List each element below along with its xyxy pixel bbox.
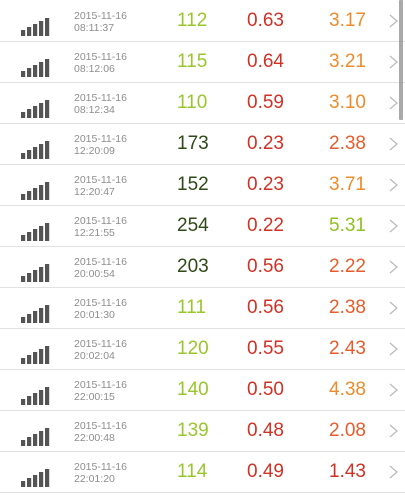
reading-time: 20:00:54 — [74, 268, 115, 280]
chevron-right-icon[interactable] — [389, 55, 398, 69]
value-primary: 254 — [177, 215, 209, 236]
value-secondary: 0.48 — [247, 420, 284, 441]
scrollbar[interactable] — [399, 0, 403, 120]
value-tertiary: 4.38 — [329, 379, 366, 400]
value-primary: 110 — [177, 92, 208, 113]
reading-time: 08:11:37 — [74, 22, 115, 34]
reading-time: 20:02:04 — [74, 350, 115, 362]
reading-date: 2015-11-16 — [74, 133, 127, 145]
value-tertiary: 3.71 — [329, 174, 366, 195]
value-secondary: 0.59 — [247, 92, 284, 113]
reading-time: 08:12:06 — [74, 63, 115, 75]
signal-strength-icon — [21, 428, 50, 446]
reading-date: 2015-11-16 — [74, 461, 127, 473]
reading-date: 2015-11-16 — [74, 174, 127, 186]
signal-strength-icon — [21, 100, 50, 118]
value-secondary: 0.64 — [247, 51, 284, 72]
value-tertiary: 2.08 — [329, 420, 366, 441]
value-tertiary: 3.21 — [329, 51, 366, 72]
value-secondary: 0.23 — [247, 133, 284, 154]
value-tertiary: 2.43 — [329, 338, 366, 359]
list-item[interactable]: 2015-11-16 22:01:20 114 0.49 1.43 — [0, 452, 405, 493]
signal-strength-icon — [21, 223, 50, 241]
chevron-right-icon[interactable] — [389, 260, 398, 274]
value-secondary: 0.56 — [247, 297, 284, 318]
value-secondary: 0.50 — [247, 379, 284, 400]
value-secondary: 0.56 — [247, 256, 284, 277]
reading-time: 22:00:48 — [74, 432, 115, 444]
reading-time: 12:20:47 — [74, 186, 115, 198]
value-tertiary: 5.31 — [329, 215, 366, 236]
signal-strength-icon — [21, 469, 50, 487]
reading-time: 12:21:55 — [74, 227, 115, 239]
list-item[interactable]: 2015-11-16 12:20:47 152 0.23 3.71 — [0, 165, 405, 206]
value-primary: 140 — [177, 379, 209, 400]
value-primary: 139 — [177, 420, 209, 441]
chevron-right-icon[interactable] — [389, 96, 398, 110]
list-item[interactable]: 2015-11-16 22:00:15 140 0.50 4.38 — [0, 370, 405, 411]
chevron-right-icon[interactable] — [389, 14, 398, 28]
reading-date: 2015-11-16 — [74, 92, 127, 104]
reading-date: 2015-11-16 — [74, 379, 127, 391]
chevron-right-icon[interactable] — [389, 424, 398, 438]
signal-strength-icon — [21, 18, 50, 36]
value-primary: 111 — [177, 297, 206, 318]
value-secondary: 0.23 — [247, 174, 284, 195]
value-secondary: 0.55 — [247, 338, 284, 359]
list-item[interactable]: 2015-11-16 08:11:37 112 0.63 3.17 — [0, 1, 405, 42]
signal-strength-icon — [21, 141, 50, 159]
reading-date: 2015-11-16 — [74, 215, 127, 227]
value-secondary: 0.49 — [247, 461, 284, 482]
value-primary: 112 — [177, 10, 208, 31]
signal-strength-icon — [21, 346, 50, 364]
reading-date: 2015-11-16 — [74, 420, 127, 432]
signal-strength-icon — [21, 264, 50, 282]
reading-time: 12:20:09 — [74, 145, 115, 157]
list-item[interactable]: 2015-11-16 20:02:04 120 0.55 2.43 — [0, 329, 405, 370]
chevron-right-icon[interactable] — [389, 383, 398, 397]
value-tertiary: 2.38 — [329, 133, 366, 154]
chevron-right-icon[interactable] — [389, 219, 398, 233]
chevron-right-icon[interactable] — [389, 342, 398, 356]
signal-strength-icon — [21, 59, 50, 77]
reading-time: 20:01:30 — [74, 309, 115, 321]
signal-strength-icon — [21, 305, 50, 323]
list-item[interactable]: 2015-11-16 12:20:09 173 0.23 2.38 — [0, 124, 405, 165]
value-primary: 115 — [177, 51, 208, 72]
value-tertiary: 3.10 — [329, 92, 366, 113]
signal-strength-icon — [21, 387, 50, 405]
list-item[interactable]: 2015-11-16 20:01:30 111 0.56 2.38 — [0, 288, 405, 329]
reading-date: 2015-11-16 — [74, 256, 127, 268]
value-primary: 114 — [177, 461, 208, 482]
value-tertiary: 2.38 — [329, 297, 366, 318]
value-primary: 120 — [177, 338, 209, 359]
chevron-right-icon[interactable] — [389, 465, 398, 479]
value-secondary: 0.22 — [247, 215, 284, 236]
value-secondary: 0.63 — [247, 10, 284, 31]
list-item[interactable]: 2015-11-16 12:21:55 254 0.22 5.31 — [0, 206, 405, 247]
value-tertiary: 2.22 — [329, 256, 366, 277]
reading-date: 2015-11-16 — [74, 10, 127, 22]
value-primary: 152 — [177, 174, 209, 195]
value-primary: 173 — [177, 133, 209, 154]
list-item[interactable]: 2015-11-16 20:00:54 203 0.56 2.22 — [0, 247, 405, 288]
list-item[interactable]: 2015-11-16 08:12:06 115 0.64 3.21 — [0, 42, 405, 83]
reading-date: 2015-11-16 — [74, 338, 127, 350]
reading-date: 2015-11-16 — [74, 297, 127, 309]
chevron-right-icon[interactable] — [389, 301, 398, 315]
reading-time: 22:01:20 — [74, 473, 115, 485]
value-primary: 203 — [177, 256, 209, 277]
reading-time: 08:12:34 — [74, 104, 115, 116]
list-item[interactable]: 2015-11-16 22:00:48 139 0.48 2.08 — [0, 411, 405, 452]
reading-date: 2015-11-16 — [74, 51, 127, 63]
reading-time: 22:00:15 — [74, 391, 115, 403]
list-item[interactable]: 2015-11-16 08:12:34 110 0.59 3.10 — [0, 83, 405, 124]
chevron-right-icon[interactable] — [389, 178, 398, 192]
signal-strength-icon — [21, 182, 50, 200]
value-tertiary: 3.17 — [329, 10, 366, 31]
value-tertiary: 1.43 — [329, 461, 366, 482]
chevron-right-icon[interactable] — [389, 137, 398, 151]
